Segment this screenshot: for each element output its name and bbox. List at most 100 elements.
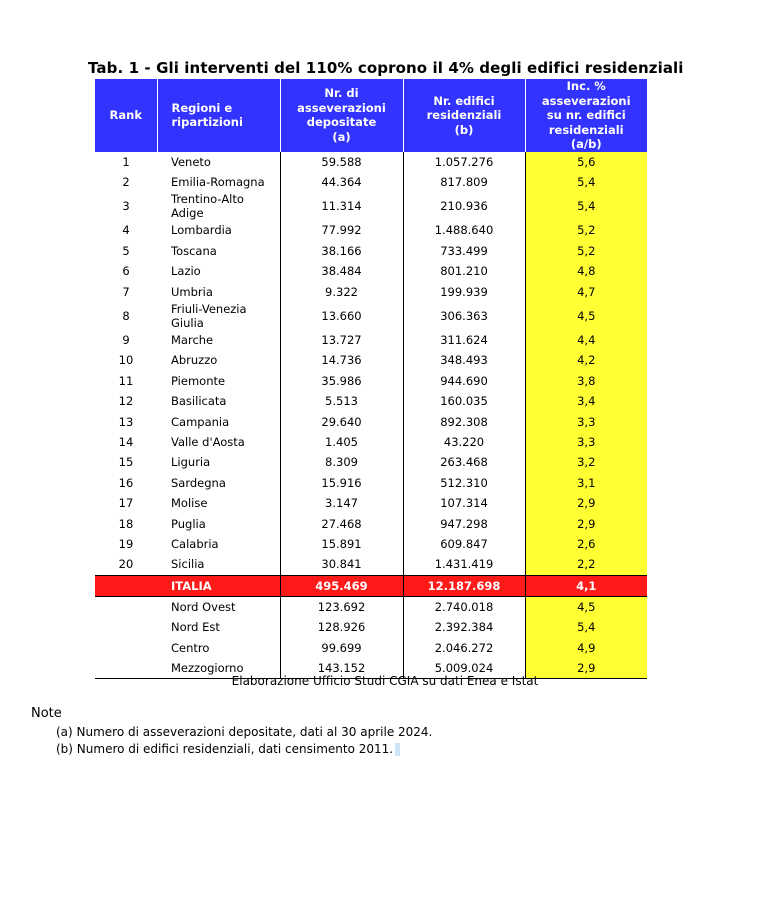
rank-cell: 5 xyxy=(122,243,130,258)
incidenza-cell: 3,3 xyxy=(524,411,647,432)
edifici-cell: 2.740.018 xyxy=(434,599,494,614)
incidenza-cell: 2,9 xyxy=(524,657,647,680)
asseverazioni-cell: 11.314 xyxy=(280,192,404,221)
table-row: 3 Trentino-Alto Adige 11.314 210.936 5,4 xyxy=(95,192,647,221)
incidenza-cell: 2,9 xyxy=(524,513,647,534)
note-b: (b) Numero di edifici residenziali, dati… xyxy=(56,742,401,756)
incidenza-cell: 2,9 xyxy=(524,492,647,514)
rank-cell: 4 xyxy=(122,223,130,238)
rank-cell: 13 xyxy=(118,414,134,429)
rank-cell xyxy=(95,657,157,680)
incidenza-cell: 4,8 xyxy=(524,261,647,282)
rank-cell: 20 xyxy=(118,557,134,572)
incidenza-cell: 5,2 xyxy=(524,220,647,241)
asseverazioni-cell: 15.891 xyxy=(280,533,404,555)
rank-cell xyxy=(95,617,157,637)
table-row: 2 Emilia-Romagna 44.364 817.809 5,4 xyxy=(95,171,647,193)
region-cell: Piemonte xyxy=(157,370,281,392)
asseverazioni-cell: 27.468 xyxy=(280,513,404,534)
edifici-cell: 210.936 xyxy=(440,199,488,214)
incidenza-cell: 5,4 xyxy=(524,171,647,193)
asseverazioni-cell: 14.736 xyxy=(280,350,404,371)
incidenza-cell: 5,6 xyxy=(524,151,647,172)
asseverazioni-cell: 77.992 xyxy=(280,220,404,241)
table-row: 13 Campania 29.640 892.308 3,3 xyxy=(95,411,647,432)
header-incidenza: Inc. % asseverazioni su nr. edifici reside… xyxy=(524,79,647,152)
table-row: 10 Abruzzo 14.736 348.493 4,2 xyxy=(95,350,647,371)
table-row: 14 Valle d'Aosta 1.405 43.220 3,3 xyxy=(95,431,647,453)
incidenza-cell: 3,3 xyxy=(524,431,647,453)
incidenza-cell: 4,5 xyxy=(524,301,647,330)
region-cell: Basilicata xyxy=(157,391,281,412)
edifici-cell: 892.308 xyxy=(440,414,488,429)
region-cell: Liguria xyxy=(157,452,281,473)
region-cell: Friuli-Venezia Giulia xyxy=(157,301,281,330)
region-cell: Veneto xyxy=(157,151,281,172)
asseverazioni-cell: 30.841 xyxy=(280,554,404,576)
edifici-cell: 2.046.272 xyxy=(434,640,494,655)
edifici-cell: 306.363 xyxy=(440,308,488,323)
region-cell: Umbria xyxy=(157,281,281,302)
incidenza-cell: 2,2 xyxy=(524,554,647,576)
region-cell: Abruzzo xyxy=(157,350,281,371)
table-row: 12 Basilicata 5.513 160.035 3,4 xyxy=(95,391,647,412)
rank-cell xyxy=(95,574,157,597)
asseverazioni-cell: 9.322 xyxy=(280,281,404,302)
asseverazioni-cell: 29.640 xyxy=(280,411,404,432)
data-table: Rank Regioni e ripartizioni Nr. di assever… xyxy=(95,79,647,680)
source-note: Elaborazione Ufficio Studi CGIA su dati … xyxy=(231,674,539,688)
rank-cell: 12 xyxy=(118,394,134,409)
region-cell: Valle d'Aosta xyxy=(157,431,281,453)
table-body: 1 Veneto 59.588 1.057.276 5,6 2 Emilia-Romagna… xyxy=(95,151,647,680)
region-cell: Puglia xyxy=(157,513,281,534)
incidenza-cell: 3,8 xyxy=(524,370,647,392)
rank-cell: 11 xyxy=(118,373,134,388)
edifici-cell: 733.499 xyxy=(440,243,488,258)
rank-cell: 7 xyxy=(122,284,130,299)
incidenza-cell: 3,1 xyxy=(524,472,647,493)
asseverazioni-cell: 99.699 xyxy=(280,637,404,658)
table-row: 20 Sicilia 30.841 1.431.419 2,2 xyxy=(95,554,647,576)
incidenza-cell: 3,4 xyxy=(524,391,647,412)
region-cell: Trentino-Alto Adige xyxy=(157,192,281,221)
region-cell: Nord Ovest xyxy=(157,596,281,617)
edifici-cell: 2.392.384 xyxy=(434,620,494,635)
note-a: (a) Numero di asseverazioni depositate, … xyxy=(56,725,433,739)
edifici-cell: 944.690 xyxy=(440,373,488,388)
table-row: 4 Lombardia 77.992 1.488.640 5,2 xyxy=(95,220,647,241)
region-cell: Toscana xyxy=(157,240,281,262)
text-cursor-icon xyxy=(395,743,401,756)
edifici-cell: 263.468 xyxy=(440,455,488,470)
table-title: Tab. 1 - Gli interventi del 110% coprono… xyxy=(88,59,684,77)
region-cell: Nord Est xyxy=(157,616,281,638)
asseverazioni-cell: 123.692 xyxy=(280,596,404,617)
table-row: 5 Toscana 38.166 733.499 5,2 xyxy=(95,240,647,262)
asseverazioni-cell: 35.986 xyxy=(280,370,404,392)
table-row: 19 Calabria 15.891 609.847 2,6 xyxy=(95,533,647,555)
table-row: 1 Veneto 59.588 1.057.276 5,6 xyxy=(95,151,647,172)
edifici-cell: 1.057.276 xyxy=(434,154,494,169)
table-row: 8 Friuli-Venezia Giulia 13.660 306.363 4,5 xyxy=(95,301,647,330)
region-cell: Campania xyxy=(157,411,281,432)
edifici-cell: 1.488.640 xyxy=(434,223,494,238)
table-row: 9 Marche 13.727 311.624 4,4 xyxy=(95,329,647,351)
table-row: 11 Piemonte 35.986 944.690 3,8 xyxy=(95,370,647,392)
region-cell: Mezzogiorno xyxy=(157,657,281,680)
asseverazioni-cell: 13.727 xyxy=(280,329,404,351)
area-row: Mezzogiorno 143.152 5.009.024 2,9 xyxy=(95,657,647,680)
table-row: 17 Molise 3.147 107.314 2,9 xyxy=(95,492,647,514)
rank-cell: 17 xyxy=(118,496,134,511)
asseverazioni-cell: 3.147 xyxy=(280,492,404,514)
edifici-cell: 43.220 xyxy=(443,434,485,449)
edifici-cell: 5.009.024 xyxy=(403,657,525,680)
asseverazioni-cell: 1.405 xyxy=(280,431,404,453)
edifici-cell: 160.035 xyxy=(440,394,488,409)
rank-cell: 18 xyxy=(118,516,134,531)
incidenza-cell: 5,2 xyxy=(524,240,647,262)
asseverazioni-cell: 495.469 xyxy=(280,574,404,597)
table-row: 15 Liguria 8.309 263.468 3,2 xyxy=(95,452,647,473)
total-row: ITALIA 495.469 12.187.698 4,1 xyxy=(95,574,647,597)
header-rank: Rank xyxy=(95,79,157,152)
asseverazioni-cell: 143.152 xyxy=(280,657,404,680)
asseverazioni-cell: 8.309 xyxy=(280,452,404,473)
